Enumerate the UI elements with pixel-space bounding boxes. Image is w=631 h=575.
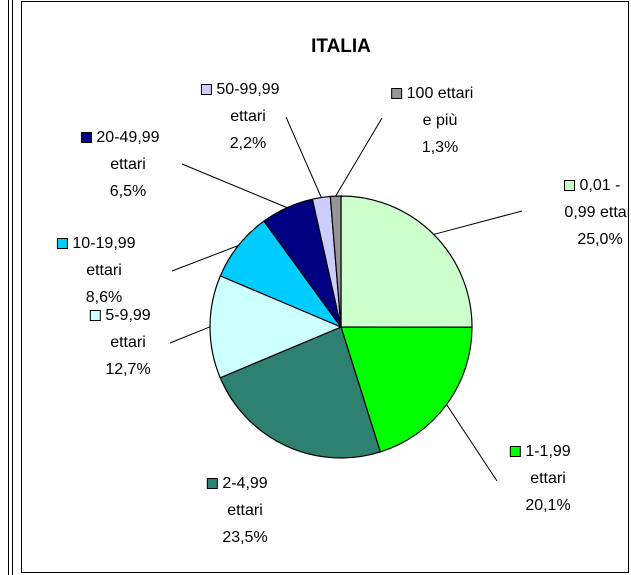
value-label: 6,5% (110, 183, 146, 200)
leader-line (446, 404, 498, 482)
pie-slice (329, 195, 342, 328)
legend-key (206, 478, 218, 489)
value-label: 12,7% (105, 361, 150, 378)
legend-key (509, 446, 521, 457)
legend-key (89, 310, 101, 321)
value-label: 23,5% (222, 529, 267, 546)
pie-slice (209, 275, 343, 379)
slice-label: 10-19,99 ettari (72, 235, 135, 279)
slice-label: 0,01 -0,99 ettari (564, 177, 631, 221)
chart-title: ITALIA (311, 36, 371, 57)
slice-label: 1-1,99 ettari (525, 443, 570, 487)
legend-key (80, 132, 92, 143)
leader-line (285, 116, 322, 198)
legend-key (56, 238, 68, 249)
slice-label: 2-4,99 ettari (222, 475, 267, 519)
value-label: 1,3% (422, 139, 458, 156)
leader-line (433, 210, 523, 235)
value-label: 25,0% (577, 231, 622, 248)
leader-line (169, 326, 211, 344)
slice-label: 5-9,99 ettari (105, 307, 150, 351)
slice-label: 50-99,99 ettari (216, 81, 279, 125)
slice-label: 20-49,99 ettari (96, 129, 159, 173)
legend-key (200, 84, 212, 95)
legend-key (391, 88, 403, 99)
legend-key (564, 180, 576, 191)
pie-slice (340, 326, 473, 453)
leader-line (181, 163, 288, 209)
value-label: 2,2% (230, 135, 266, 152)
value-label: 8,6% (86, 289, 122, 306)
leader-line (171, 245, 239, 272)
pie-slice (219, 326, 382, 459)
plot: 0,01 -0,99 ettari 25,0% 1-1,99 ettari 20,1% 2… (56, 81, 631, 546)
leader-line (335, 117, 383, 197)
slice-label: 100 ettari e più (407, 85, 474, 129)
value-label: 20,1% (525, 497, 570, 514)
